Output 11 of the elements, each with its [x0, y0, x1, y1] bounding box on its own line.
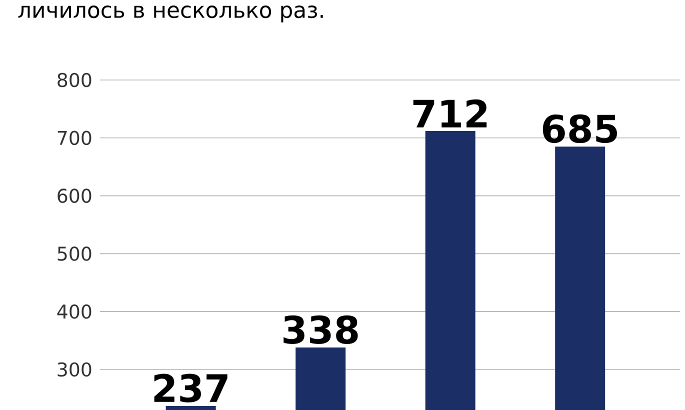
- y-tick-label: 400: [57, 304, 92, 319]
- data-label: 338: [284, 315, 358, 344]
- data-label: 685: [542, 114, 617, 144]
- y-tick-label: 700: [58, 130, 92, 146]
- data-label: 237: [154, 374, 228, 402]
- y-tick-label: 600: [58, 188, 92, 203]
- y-tick-label: 300: [58, 362, 92, 377]
- data-label: 712: [413, 99, 487, 128]
- y-tick-label: 500: [58, 246, 92, 261]
- chart-title: личилось в несколько раз.: [18, 6, 323, 22]
- y-tick-label: 800: [58, 72, 92, 88]
